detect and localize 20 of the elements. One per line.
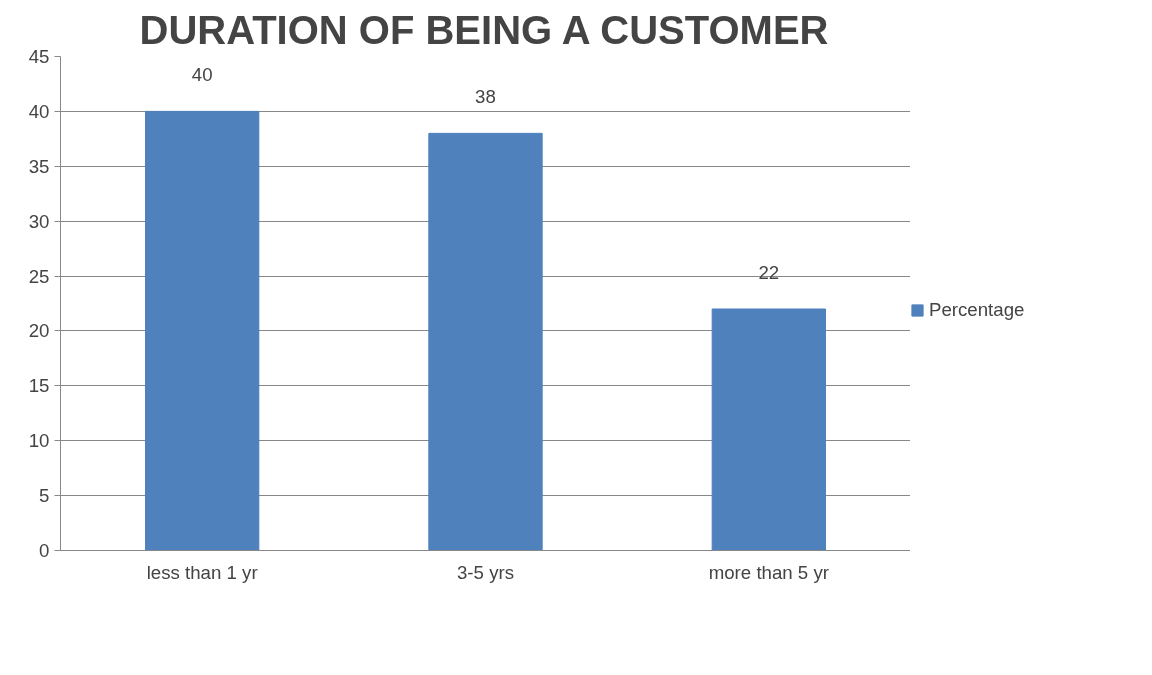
legend-label: Percentage: [929, 299, 1025, 321]
y-tick-label: 35: [28, 155, 50, 177]
bar: [711, 308, 826, 551]
y-tick-label: 30: [28, 210, 50, 232]
bar: [428, 132, 543, 551]
y-tick-label: 25: [28, 265, 50, 287]
x-tick-label: 3-5 yrs: [456, 561, 515, 583]
y-tick-label: 10: [28, 430, 50, 452]
x-tick-label: more than 5 yr: [708, 561, 829, 583]
x-tick-label: less than 1 yr: [146, 561, 258, 583]
data-label: 38: [475, 86, 496, 108]
y-tick-label: 5: [39, 485, 50, 507]
bar: [145, 110, 260, 551]
y-tick-label: 45: [28, 46, 50, 67]
data-label: 40: [191, 64, 213, 86]
chart-title: DURATION OF BEING A CUSTOMER: [139, 7, 829, 52]
y-tick-label: 40: [28, 100, 50, 122]
y-tick-label: 20: [28, 320, 50, 342]
y-tick-label: 0: [39, 540, 50, 561]
y-tick-label: 15: [28, 375, 50, 397]
